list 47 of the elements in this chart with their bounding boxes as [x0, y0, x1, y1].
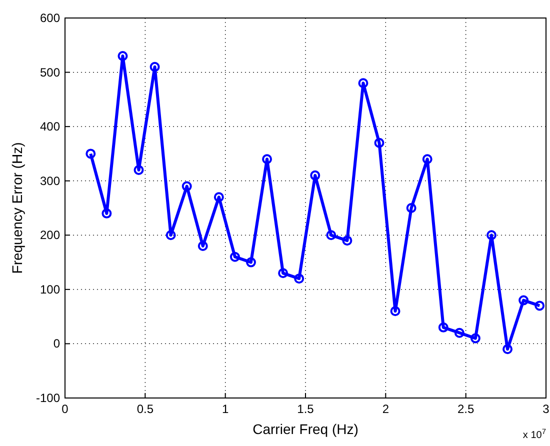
- point: [118, 51, 128, 61]
- point: [150, 62, 160, 72]
- point: [486, 230, 496, 240]
- point: [166, 230, 176, 240]
- y-tick-label: 200: [40, 228, 60, 242]
- point: [230, 252, 240, 262]
- y-tick-label: -100: [36, 391, 60, 405]
- x-tick-label: 0: [62, 402, 69, 416]
- point: [518, 295, 529, 306]
- x-tick-label: 3: [542, 402, 550, 416]
- y-tick-label: 600: [40, 11, 60, 25]
- point: [86, 148, 96, 159]
- point: [134, 165, 144, 175]
- y-tick-label: 300: [40, 174, 60, 188]
- point: [534, 300, 545, 311]
- point: [422, 154, 432, 164]
- point: [470, 333, 480, 344]
- point: [262, 154, 272, 164]
- x-tick-label: 2.5: [457, 402, 474, 416]
- x-tick-label: 2: [382, 402, 390, 416]
- y-tick-label: 400: [40, 120, 60, 134]
- point: [310, 170, 320, 180]
- point: [358, 78, 368, 88]
- y-tick-label: 100: [40, 282, 60, 296]
- point: [214, 192, 224, 202]
- y-tick-label: 500: [40, 65, 60, 80]
- point: [406, 203, 416, 213]
- y-axis-title: Frequency Error (Hz): [9, 142, 25, 274]
- point: [438, 322, 448, 332]
- point: [390, 306, 400, 316]
- x-tick-label: 0.5: [136, 402, 154, 416]
- point: [198, 241, 208, 251]
- point: [342, 236, 352, 246]
- x-tick-label: 1: [222, 402, 229, 416]
- y-tick-label: 0: [53, 336, 60, 351]
- point: [294, 274, 304, 284]
- point: [182, 181, 192, 192]
- point: [374, 138, 384, 148]
- x-axis-title: Carrier Freq (Hz): [252, 421, 358, 437]
- text: x 10$^{7}$: [522, 426, 546, 441]
- point: [454, 328, 464, 338]
- point: [278, 268, 288, 278]
- point: [102, 208, 112, 218]
- point: [326, 230, 336, 240]
- point: [246, 257, 256, 268]
- x-tick-label: 1.5: [297, 402, 314, 416]
- point: [502, 344, 513, 354]
